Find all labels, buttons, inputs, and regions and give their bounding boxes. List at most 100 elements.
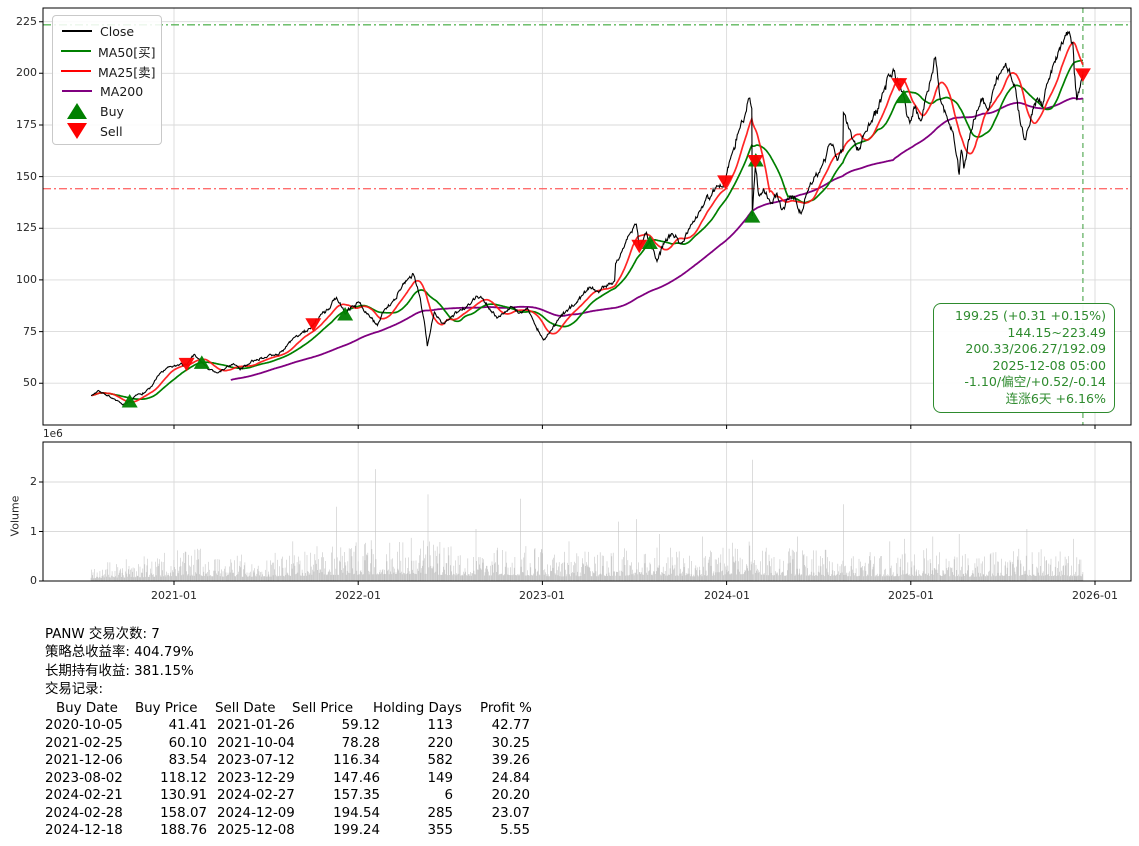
trade-cell: 2024-02-21 <box>45 788 123 804</box>
legend-label: MA25[卖] <box>98 64 156 80</box>
summary-strategy-return: 策略总收益率: 404.79% <box>45 645 194 661</box>
trade-table-rows: 2020-10-05 41.41 2021-01-26 59.12 113 42.77 20… <box>45 717 530 840</box>
price-panel-spine <box>42 7 1132 426</box>
close-line-swatch <box>61 30 93 32</box>
trade-row: 2021-12-06 83.54 2023-07-12 116.34 582 39.26 <box>45 752 530 770</box>
trade-cell: 59.12 <box>341 718 380 734</box>
ma50-line-swatch <box>61 50 91 52</box>
gridlines <box>43 8 1131 581</box>
trade-row: 2020-10-05 41.41 2021-01-26 59.12 113 42.77 <box>45 717 530 735</box>
ma200-line <box>230 97 1084 381</box>
col-buy-date: Buy Date <box>56 700 118 716</box>
trade-cell: 2021-02-25 <box>45 735 123 751</box>
trade-cell: 6 <box>444 788 453 804</box>
volume-panel-spine <box>42 441 1132 582</box>
trade-cell: 113 <box>427 718 453 734</box>
buy-triangle-icon <box>61 102 93 120</box>
trade-cell: 41.41 <box>168 718 207 734</box>
trade-cell: 147.46 <box>333 770 380 786</box>
annotation-price-line: 199.25 (+0.31 +0.15%) <box>954 308 1106 323</box>
ma50-line <box>92 59 1084 401</box>
trade-cell: 5.55 <box>500 823 530 839</box>
buy-markers <box>121 89 912 408</box>
legend-label: MA200 <box>100 83 144 99</box>
legend-label: MA50[买] <box>98 44 156 60</box>
col-sell-price: Sell Price <box>292 700 354 716</box>
trade-cell: 2021-12-06 <box>45 753 123 769</box>
legend-label: Close <box>100 23 135 39</box>
trade-cell: 355 <box>427 823 453 839</box>
trade-cell: 2023-12-29 <box>217 770 295 786</box>
annotation-signal-line: -1.10/偏空/+0.52/-0.14 <box>964 374 1106 390</box>
annotation-ma-line: 200.33/206.27/192.09 <box>965 341 1106 357</box>
summary-records-title: 交易记录: <box>45 682 104 698</box>
legend-item-ma50: MA50[买] <box>61 41 156 61</box>
trade-cell: 30.25 <box>491 735 530 751</box>
legend-item-sell: Sell <box>61 121 155 141</box>
trade-cell: 582 <box>427 753 453 769</box>
trade-cell: 188.76 <box>160 823 207 839</box>
legend-label: Sell <box>100 123 123 139</box>
trade-cell: 2021-01-26 <box>217 718 295 734</box>
col-profit: Profit % <box>480 700 532 716</box>
trade-cell: 2023-07-12 <box>217 753 295 769</box>
trade-cell: 2025-12-08 <box>217 823 295 839</box>
trade-cell: 42.77 <box>491 718 530 734</box>
legend-item-ma200: MA200 <box>61 81 155 101</box>
annotation-date-line: 2025-12-08 05:00 <box>992 357 1107 373</box>
col-sell-date: Sell Date <box>215 700 276 716</box>
trade-row: 2023-08-02 118.12 2023-12-29 147.46 149 24.84 <box>45 770 530 788</box>
trade-cell: 130.91 <box>160 788 207 804</box>
summary-holding-return: 长期持有收益: 381.15% <box>45 663 194 679</box>
summary-trades-count: PANW 交易次数: 7 <box>45 627 160 642</box>
trade-cell: 194.54 <box>333 805 380 821</box>
trade-cell: 199.24 <box>333 823 380 839</box>
trade-row: 2024-12-18 188.76 2025-12-08 199.24 355 5.55 <box>45 822 530 840</box>
trade-table-header: Buy Date Buy Price Sell Date Sell Price … <box>45 700 532 718</box>
col-holding-days: Holding Days <box>373 700 462 716</box>
trade-cell: 60.10 <box>168 735 207 751</box>
trade-cell: 20.20 <box>491 788 530 804</box>
trade-cell: 2024-02-27 <box>217 788 295 804</box>
legend-label: Buy <box>100 103 124 119</box>
ma25-line-swatch <box>61 70 91 72</box>
trade-cell: 78.28 <box>341 735 380 751</box>
trade-cell: 83.54 <box>168 753 207 769</box>
trade-cell: 157.35 <box>333 788 380 804</box>
legend-item-buy: Buy <box>61 101 155 121</box>
trade-cell: 2021-10-04 <box>217 735 295 751</box>
trade-cell: 220 <box>427 735 453 751</box>
trade-row: 2024-02-28 158.07 2024-12-09 194.54 285 23.07 <box>45 805 530 823</box>
ma200-line-swatch <box>61 90 93 92</box>
trade-row: 2024-02-21 130.91 2024-02-27 157.35 6 20.20 <box>45 787 530 805</box>
volume-axis-title: Volume <box>8 495 22 537</box>
volume-axis-multiplier: 1e6 <box>43 428 63 440</box>
legend-item-ma25: MA25[卖] <box>61 61 156 81</box>
trade-cell: 2024-12-09 <box>217 805 295 821</box>
trade-row: 2021-02-25 60.10 2021-10-04 78.28 220 30.25 <box>45 735 530 753</box>
annotation-streak-line: 连涨6天 +6.16% <box>1005 390 1106 406</box>
trade-cell: 2024-02-28 <box>45 805 123 821</box>
legend-item-close: Close <box>61 21 155 41</box>
trade-cell: 2024-12-18 <box>45 823 123 839</box>
quote-annotation-box: 199.25 (+0.31 +0.15%) 144.15~223.49 200.… <box>933 303 1115 413</box>
trade-cell: 158.07 <box>160 805 207 821</box>
volume-bars <box>90 459 1084 581</box>
sell-triangle-icon <box>61 122 93 140</box>
trade-cell: 2023-08-02 <box>45 770 123 786</box>
trade-cell: 23.07 <box>491 805 530 821</box>
trade-cell: 39.26 <box>491 753 530 769</box>
trade-cell: 285 <box>427 805 453 821</box>
trade-cell: 118.12 <box>160 770 207 786</box>
ma25-line <box>91 41 1084 403</box>
trade-cell: 24.84 <box>491 770 530 786</box>
strategy-summary: PANW 交易次数: 7 策略总收益率: 404.79% 长期持有收益: 381… <box>45 626 532 840</box>
col-buy-price: Buy Price <box>135 700 198 716</box>
legend: Close MA50[买] MA25[卖] MA200 Buy Sell <box>52 15 162 145</box>
trade-cell: 116.34 <box>333 753 380 769</box>
trade-cell: 2020-10-05 <box>45 718 123 734</box>
annotation-range-line: 144.15~223.49 <box>1007 324 1106 340</box>
axis-ticks <box>39 21 1096 585</box>
